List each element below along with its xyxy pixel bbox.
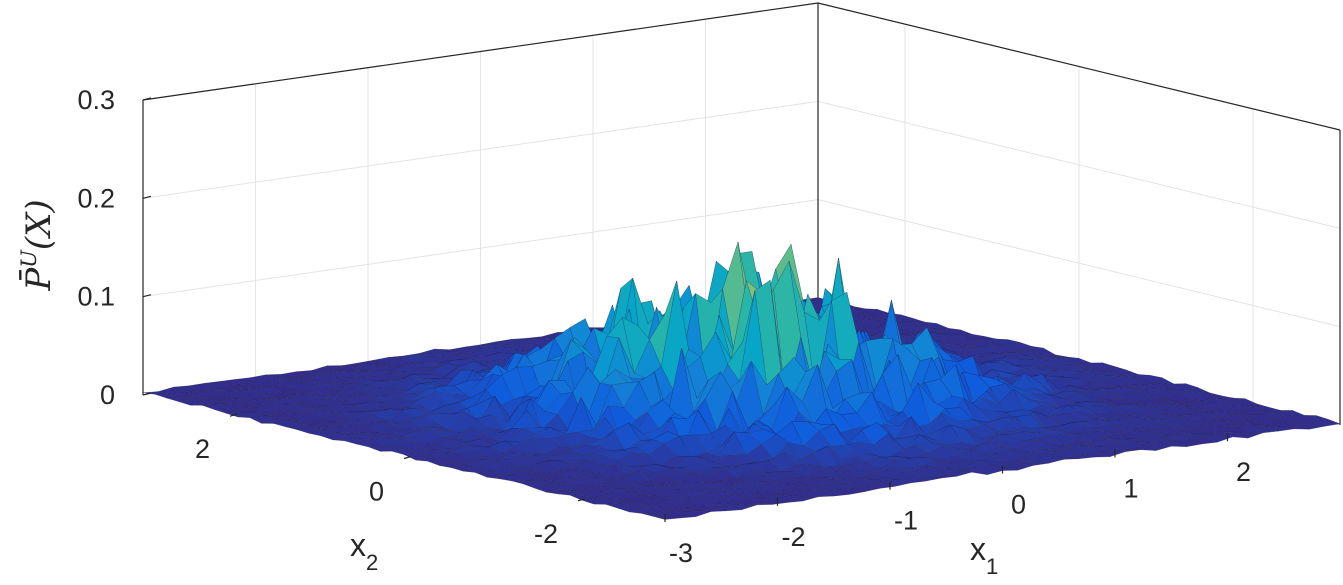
z-axis-label: P̄U(X)	[17, 199, 59, 291]
x2-tick-label: -2	[534, 519, 558, 549]
x1-axis-label: x1	[970, 531, 998, 579]
x1-tick-label: 1	[1123, 473, 1138, 503]
x1-tick-label: 0	[1011, 490, 1026, 520]
z-tick-mark	[142, 392, 152, 396]
tick-labels: 0 0.1 0.2 0.3 -3 -2 -1 0 1 2 -2 0 2	[77, 85, 1251, 568]
surface-mesh	[142, 241, 1341, 520]
x1-tick-label: -3	[669, 538, 693, 568]
box-top-back-edge	[142, 2, 1341, 131]
z-tick-mark	[142, 97, 152, 101]
axes-box	[142, 2, 1341, 425]
z-tick-label: 0.2	[77, 183, 115, 213]
x2-tick-mark	[229, 413, 238, 417]
z-gridline-3	[142, 2, 1341, 131]
z-tick-label: 0.3	[77, 85, 115, 115]
x1-tick-label: -2	[781, 522, 805, 552]
surface-patch	[653, 515, 681, 520]
x2-tick-label: 2	[195, 434, 210, 464]
z-gridline-2	[142, 100, 1341, 229]
z-tick-mark	[142, 195, 152, 199]
x2-tick-mark	[403, 455, 412, 460]
x2-tick-mark	[577, 498, 586, 502]
x2-tick-label: 0	[369, 477, 384, 507]
x1-tick-label: -1	[894, 506, 918, 536]
x2-axis-label: x2	[350, 527, 378, 575]
z-tick-mark	[142, 294, 152, 298]
z-tick-label: 0	[100, 380, 115, 410]
z-tick-label: 0.1	[77, 282, 115, 312]
x1-tick-label: 2	[1236, 457, 1251, 487]
